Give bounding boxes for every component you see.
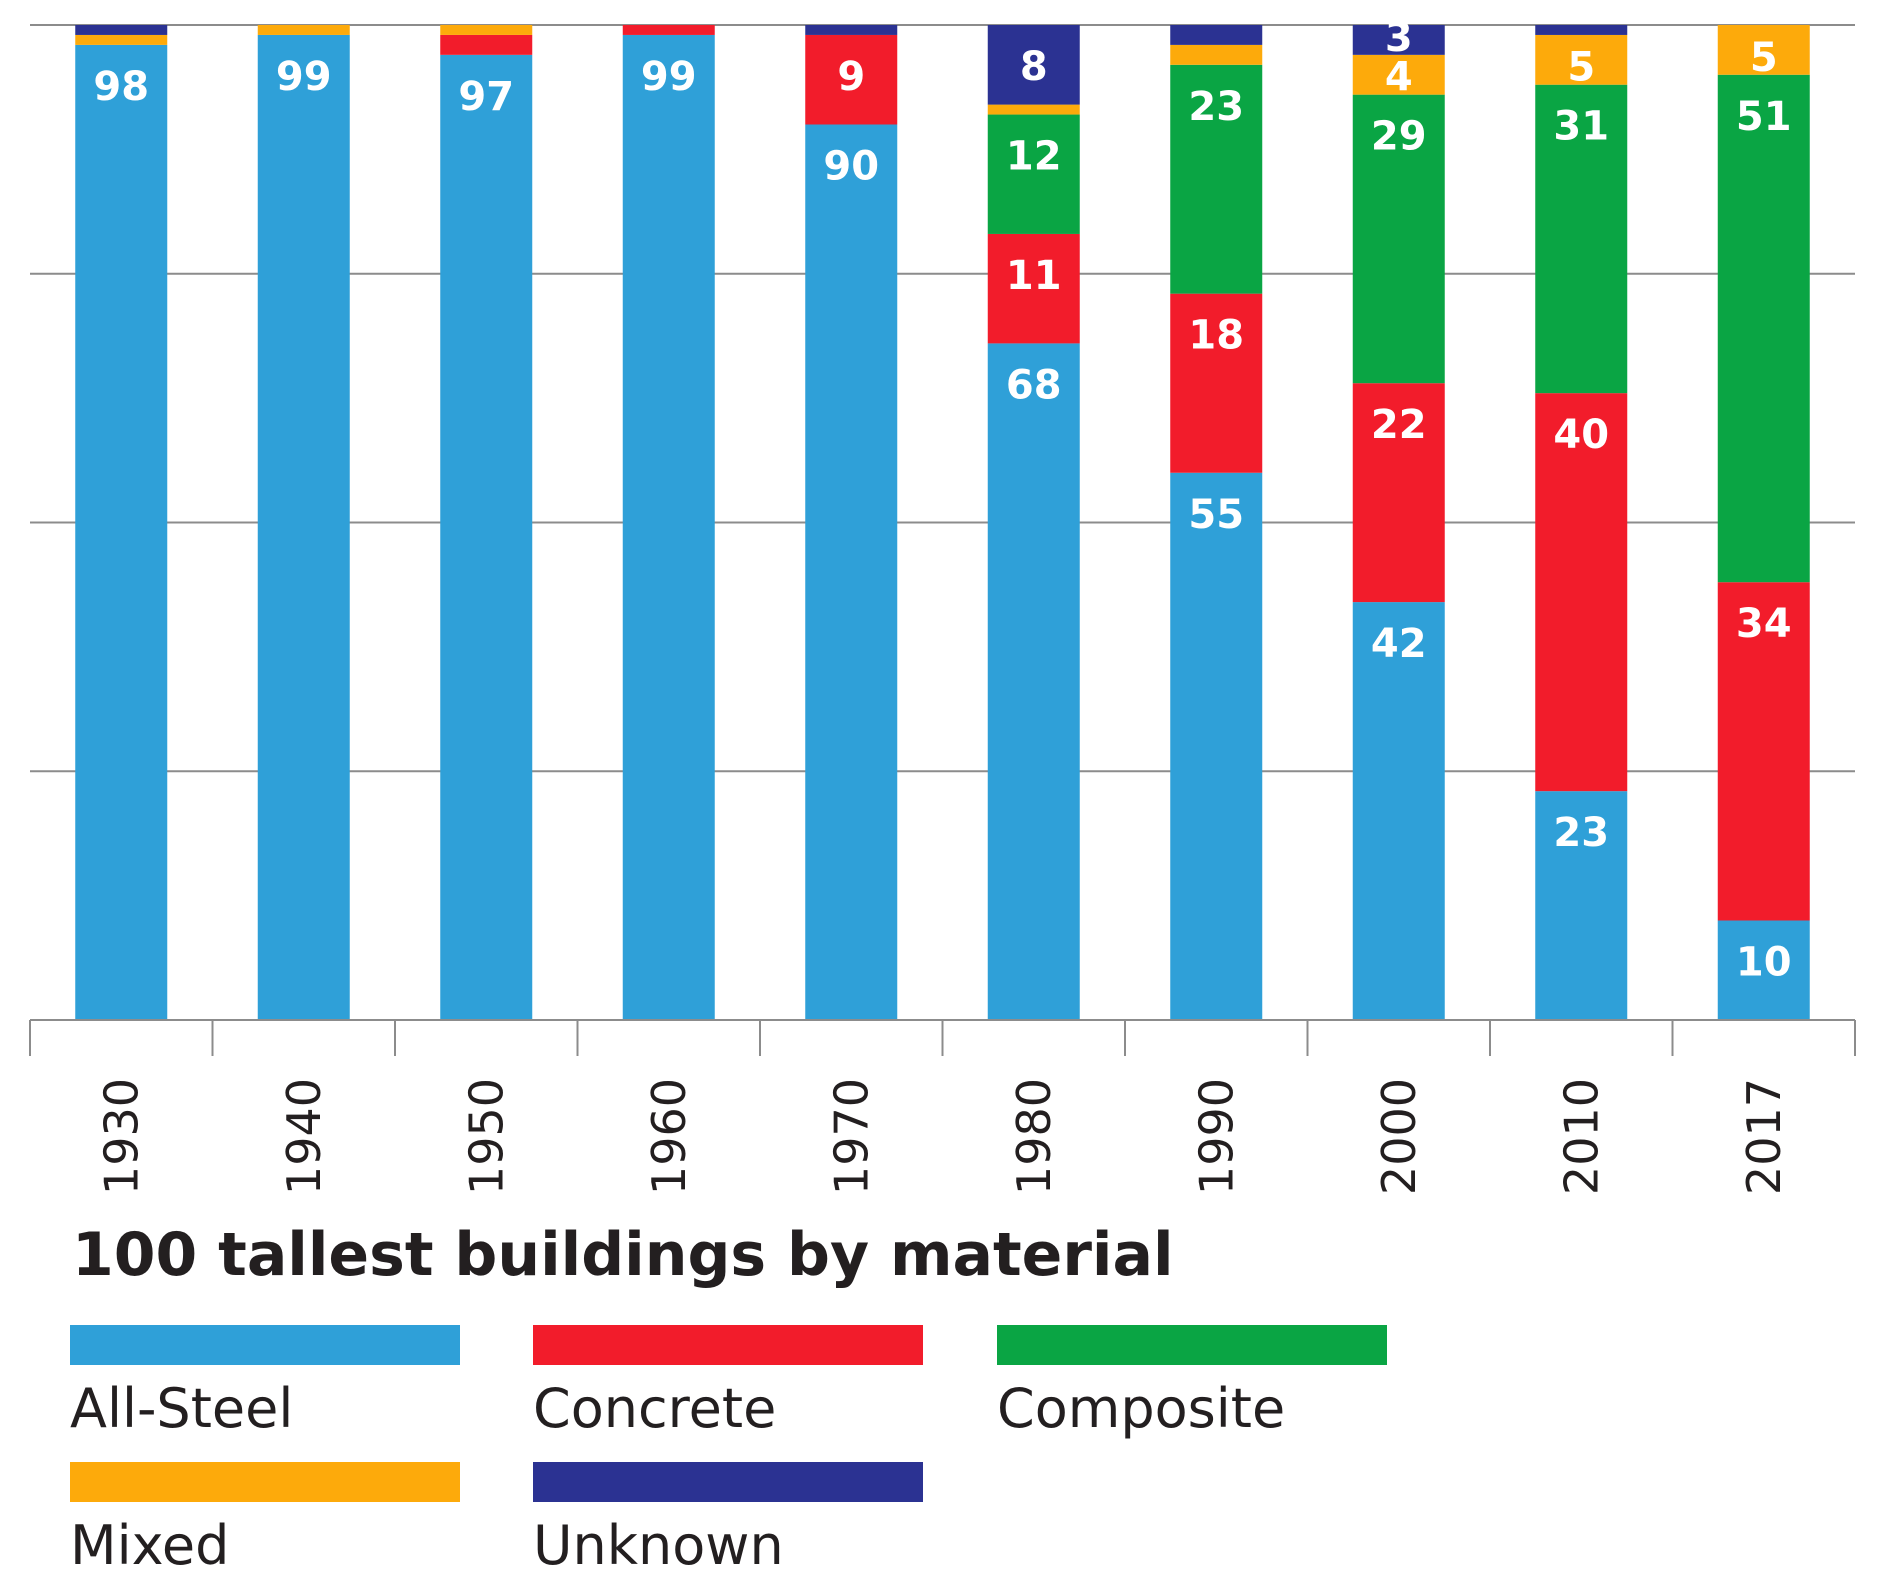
bar-1970-steel bbox=[805, 124, 898, 1020]
x-tick-label-1970: 1970 bbox=[824, 1078, 878, 1195]
bar-1930-mixed bbox=[75, 34, 168, 45]
legend-swatch-concrete bbox=[533, 1325, 923, 1365]
bar-2000-unknown bbox=[1352, 25, 1445, 55]
data-label-2010-composite: 31 bbox=[1553, 104, 1609, 150]
bar-2017-mixed bbox=[1717, 25, 1810, 75]
bar-2017-composite bbox=[1717, 74, 1810, 583]
bar-2000-steel bbox=[1352, 602, 1445, 1020]
bar-1960-steel bbox=[622, 34, 715, 1020]
bar-1990-unknown bbox=[1170, 25, 1263, 45]
x-tick-label-1990: 1990 bbox=[1189, 1078, 1243, 1195]
data-label-1980-unknown: 8 bbox=[1020, 44, 1048, 90]
data-label-2000-steel: 42 bbox=[1371, 621, 1427, 667]
bar-2010-concrete bbox=[1535, 393, 1628, 792]
bar-1990-composite bbox=[1170, 64, 1263, 294]
bar-1980-mixed bbox=[987, 104, 1080, 115]
x-axis: 1930 1940 1950 1960 1970 1980 1990 2000 2010 2017 bbox=[29, 1019, 1856, 1195]
bar-1950-concrete bbox=[440, 34, 533, 55]
data-label-1980-steel: 68 bbox=[1006, 362, 1062, 408]
data-label-2010-mixed: 5 bbox=[1567, 45, 1595, 91]
legend: All-Steel Concrete Composite Mixed Unknown bbox=[70, 1325, 1387, 1577]
bar-1950-steel bbox=[440, 54, 533, 1021]
legend-label-concrete: Concrete bbox=[533, 1377, 776, 1440]
bar-2010-mixed bbox=[1535, 34, 1628, 85]
data-label-2010-steel: 23 bbox=[1553, 810, 1609, 856]
x-tick-label-2017: 2017 bbox=[1737, 1078, 1791, 1195]
bar-2017-steel bbox=[1717, 920, 1810, 1020]
bar-1940-mixed bbox=[257, 25, 350, 35]
bar-1970-unknown bbox=[805, 25, 898, 35]
legend-swatch-steel bbox=[70, 1325, 460, 1365]
data-label-2017-concrete: 34 bbox=[1736, 601, 1792, 647]
data-label-1970-steel: 90 bbox=[823, 144, 879, 190]
bar-1990-steel bbox=[1170, 472, 1263, 1020]
bar-1950-mixed bbox=[440, 25, 533, 35]
bar-1940-steel bbox=[257, 34, 350, 1020]
bar-2017-concrete bbox=[1717, 582, 1810, 921]
x-tick-label-1930: 1930 bbox=[94, 1078, 148, 1195]
bar-1990-mixed bbox=[1170, 44, 1263, 65]
legend-swatch-composite bbox=[997, 1325, 1387, 1365]
bar-2000-composite bbox=[1352, 94, 1445, 384]
data-label-2000-unknown: 3 bbox=[1385, 15, 1413, 61]
legend-swatch-mixed bbox=[70, 1462, 460, 1502]
data-label-2010-concrete: 40 bbox=[1553, 412, 1609, 458]
bar-1960-concrete bbox=[622, 25, 715, 35]
data-label-1990-steel: 55 bbox=[1188, 492, 1244, 538]
x-tick-label-2010: 2010 bbox=[1554, 1078, 1608, 1195]
bar-1980-composite bbox=[987, 114, 1080, 234]
data-labels: 98 99 97 9990968111285518234222294323403151… bbox=[93, 15, 1791, 986]
x-tick-label-1980: 1980 bbox=[1007, 1078, 1061, 1195]
data-label-2017-mixed: 5 bbox=[1750, 35, 1778, 81]
data-label-2017-composite: 51 bbox=[1736, 94, 1792, 140]
bar-1980-concrete bbox=[987, 233, 1080, 344]
data-label-1990-composite: 23 bbox=[1188, 84, 1244, 130]
data-label-1980-concrete: 11 bbox=[1006, 253, 1062, 299]
data-label-1960-steel: 99 bbox=[641, 54, 697, 100]
data-label-1990-concrete: 18 bbox=[1188, 313, 1244, 359]
data-label-1950-steel: 97 bbox=[458, 74, 514, 120]
data-label-2000-composite: 29 bbox=[1371, 114, 1427, 160]
bar-2010-steel bbox=[1535, 791, 1628, 1020]
bars bbox=[75, 25, 1810, 1021]
bar-1930-steel bbox=[75, 44, 168, 1020]
bar-2000-mixed bbox=[1352, 54, 1445, 95]
bar-2010-unknown bbox=[1535, 25, 1628, 35]
data-label-1980-composite: 12 bbox=[1006, 134, 1062, 180]
data-label-1970-concrete: 9 bbox=[837, 54, 865, 100]
data-label-1930-steel: 98 bbox=[93, 64, 149, 110]
legend-label-unknown: Unknown bbox=[533, 1514, 784, 1577]
bar-1980-steel bbox=[987, 343, 1080, 1020]
x-tick-label-1950: 1950 bbox=[459, 1078, 513, 1195]
legend-label-steel: All-Steel bbox=[70, 1377, 293, 1440]
x-tick-label-2000: 2000 bbox=[1372, 1078, 1426, 1195]
bar-2010-composite bbox=[1535, 84, 1628, 394]
bar-1930-unknown bbox=[75, 25, 168, 35]
legend-label-mixed: Mixed bbox=[70, 1514, 229, 1577]
bar-1970-concrete bbox=[805, 34, 898, 125]
data-label-2000-mixed: 4 bbox=[1385, 55, 1413, 101]
bar-2000-concrete bbox=[1352, 383, 1445, 603]
legend-label-composite: Composite bbox=[997, 1377, 1285, 1440]
legend-swatch-unknown bbox=[533, 1462, 923, 1502]
data-label-1940-steel: 99 bbox=[276, 54, 332, 100]
x-tick-label-1960: 1960 bbox=[642, 1078, 696, 1195]
chart-title: 100 tallest buildings by material bbox=[72, 1220, 1174, 1290]
data-label-2000-concrete: 22 bbox=[1371, 402, 1427, 448]
x-tick-label-1940: 1940 bbox=[277, 1078, 331, 1195]
bar-1990-concrete bbox=[1170, 293, 1263, 473]
data-label-2017-steel: 10 bbox=[1736, 940, 1792, 986]
bar-1980-unknown bbox=[987, 25, 1080, 105]
